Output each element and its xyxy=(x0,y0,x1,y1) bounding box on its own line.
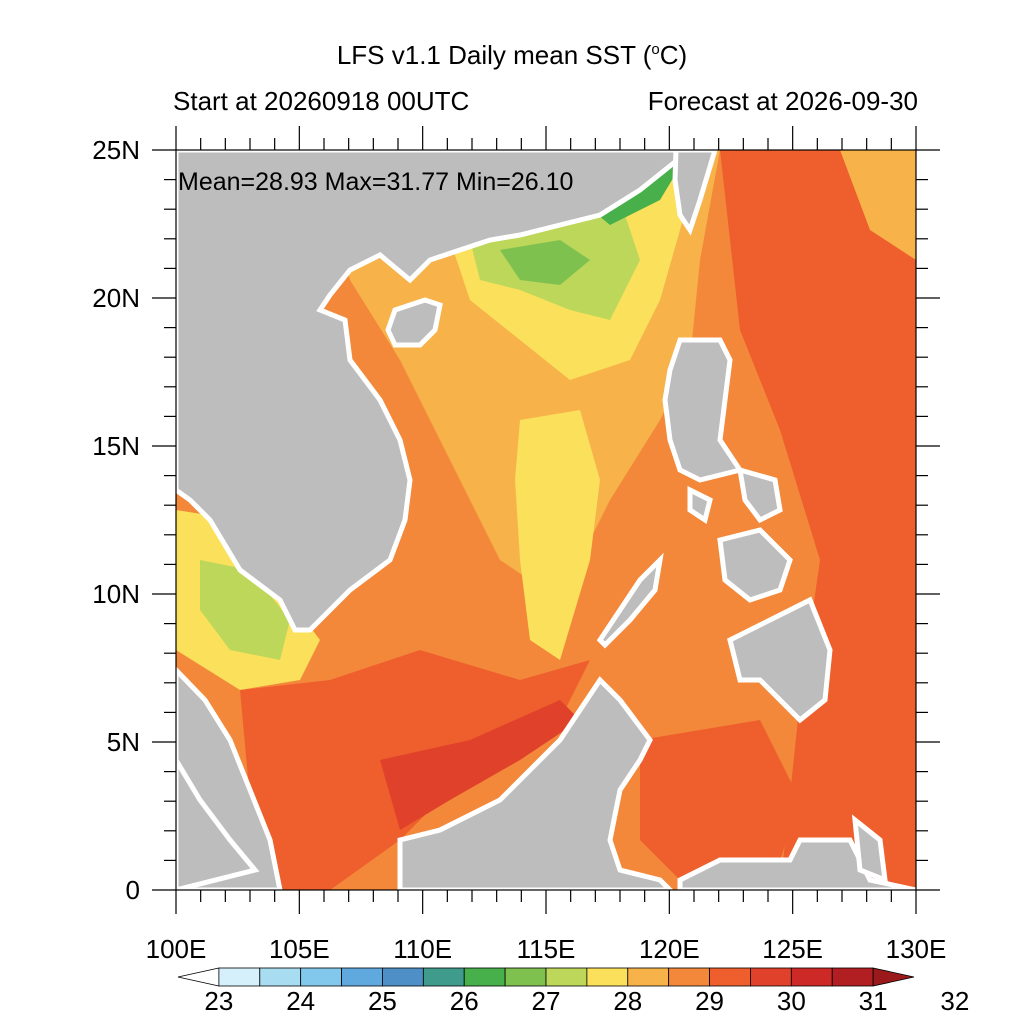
colorbar-swatch xyxy=(709,967,751,987)
colorbar-low-arrow xyxy=(177,967,220,987)
lat-tick-label: 5N xyxy=(107,727,140,757)
colorbar-label: 23 xyxy=(204,986,233,1016)
colorbar-label: 24 xyxy=(286,986,315,1016)
colorbar-label: 27 xyxy=(532,986,561,1016)
lat-tick-label: 0 xyxy=(126,875,140,905)
colorbar-swatch xyxy=(831,967,874,987)
land-borneo xyxy=(397,676,674,890)
land-indochina xyxy=(176,150,695,633)
map-title-unit: C) xyxy=(659,40,688,70)
colorbar-label: 31 xyxy=(859,986,888,1016)
colorbar-label: 28 xyxy=(613,986,642,1016)
lon-tick-label: 120E xyxy=(639,934,700,964)
land-mindanao xyxy=(727,596,833,724)
land-layer xyxy=(176,150,916,890)
colorbar-label: 29 xyxy=(695,986,724,1016)
colorbar-swatch xyxy=(750,967,792,987)
lon-tick-label: 110E xyxy=(393,934,452,964)
colorbar-swatch xyxy=(382,967,424,987)
land-halmahera xyxy=(851,814,889,884)
lon-tick-label: 115E xyxy=(517,934,576,964)
sst-central-yellow xyxy=(515,410,600,660)
lat-tick-label: 25N xyxy=(92,135,140,165)
lon-tick-label: 125E xyxy=(762,934,823,964)
colorbar-label: 30 xyxy=(777,986,806,1016)
sst-pacific-warm xyxy=(720,150,916,890)
land-taiwan xyxy=(672,150,718,236)
colorbar-swatch xyxy=(422,967,465,987)
colorbar-label: 26 xyxy=(450,986,479,1016)
land-samar xyxy=(736,466,783,524)
colorbar-swatch xyxy=(668,967,710,987)
colorbar-swatch xyxy=(218,967,261,987)
stats-text: Mean=28.93 Max=31.77 Min=26.10 xyxy=(178,168,573,196)
sst-field xyxy=(176,150,916,890)
colorbar-high-arrow xyxy=(872,967,915,987)
forecast-time-label: Forecast at 2026-09-30 xyxy=(647,86,918,116)
colorbar-swatch xyxy=(790,967,833,987)
sst-south-hot xyxy=(380,700,580,830)
colorbar-swatch xyxy=(504,967,547,987)
colorbar-swatch xyxy=(586,967,629,987)
sst-pacific-cooler xyxy=(840,150,916,260)
lon-tick-label: 130E xyxy=(886,934,947,964)
lat-tick-label: 20N xyxy=(92,283,140,313)
land-sumatra xyxy=(176,755,260,890)
axes-layer: 100E 105E 110E 115E 120E 125E 130E 0 5N 10N 15N 20N… xyxy=(92,126,946,964)
colorbar-swatch xyxy=(463,967,506,987)
colorbar: 23 24 25 26 27 28 29 30 31 32 xyxy=(177,967,969,1016)
colorbar-swatch xyxy=(341,967,383,987)
land-visayas xyxy=(717,527,793,603)
colorbar-swatch xyxy=(300,967,342,987)
lat-tick-label: 15N xyxy=(92,431,140,461)
start-time-label: Start at 20260918 00UTC xyxy=(173,86,470,116)
sst-gulf-lightgreen xyxy=(200,560,290,660)
degree-superscript: o xyxy=(651,41,660,58)
map-title-text: LFS v1.1 Daily mean SST ( xyxy=(336,40,652,70)
lon-tick-label: 100E xyxy=(146,934,207,964)
lat-tick-label: 10N xyxy=(92,579,140,609)
map-title: LFS v1.1 Daily mean SST (oC) xyxy=(0,40,1024,71)
land-hainan xyxy=(385,297,443,348)
land-luzon xyxy=(662,337,745,483)
sst-north-scs-green xyxy=(500,240,590,285)
land-palawan xyxy=(596,552,664,649)
colorbar-swatch xyxy=(259,967,302,987)
colorbar-label: 32 xyxy=(940,986,969,1016)
land-sulawesi xyxy=(677,837,916,890)
colorbar-swatch xyxy=(545,967,588,987)
colorbar-swatch xyxy=(627,967,670,987)
land-mindoro xyxy=(687,485,713,525)
sst-celebes-warm xyxy=(640,720,800,880)
colorbar-label: 25 xyxy=(368,986,397,1016)
lon-tick-label: 105E xyxy=(269,934,330,964)
